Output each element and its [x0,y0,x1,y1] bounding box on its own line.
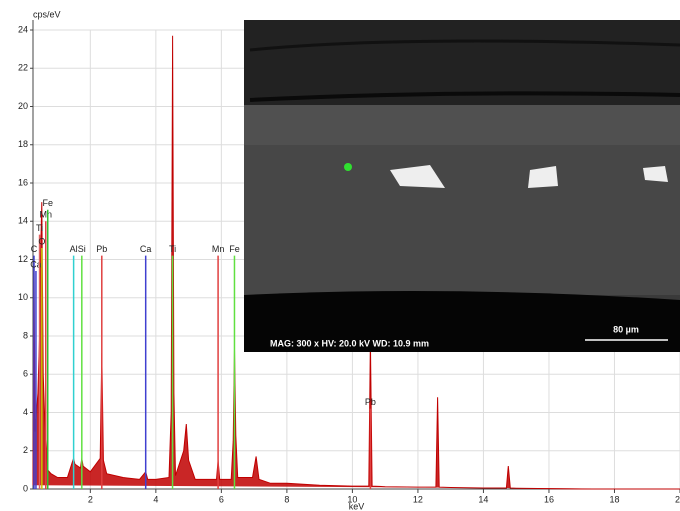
sem-image: MAG: 300 x HV: 20.0 kV WD: 10.9 mm 80 µm [244,20,680,352]
element-label: Ti [169,244,176,254]
bright-layer [244,105,680,145]
element-label: Ca [140,244,152,254]
caption: MAG: 300 x HV: 20.0 kV WD: 10.9 mm [270,338,429,348]
x-tick-label: 18 [609,494,619,504]
y-tick-label: 14 [18,216,28,226]
y-tick-label: 8 [23,330,28,340]
y-tick-label: 20 [18,101,28,111]
element-label: Fe [229,244,240,254]
scale-label: 80 µm [613,324,639,334]
y-tick-label: 6 [23,369,28,379]
element-label: Mn [212,244,225,254]
x-tick-label: 14 [478,494,488,504]
spectrum [32,35,680,490]
element-label: Fe [42,198,53,208]
image-bottom [244,291,680,352]
x-tick-label: 6 [219,494,224,504]
spot [344,163,352,171]
y-tick-label: 16 [18,177,28,187]
x-tick-label: 20 [675,494,680,504]
y-tick-label: 2 [23,445,28,455]
y-tick-label: 0 [23,483,28,493]
element-label: Ti [36,223,43,233]
y-tick-label: 10 [18,292,28,302]
element-label: Ca [30,259,42,269]
y-axis-label: cps/eV [33,9,61,19]
x-tick-label: 16 [544,494,554,504]
element-label: Mn [40,210,53,220]
element-label: Pb [96,244,107,254]
x-axis-label: keV [349,501,365,511]
grain [390,165,445,188]
element-label: O [38,236,45,246]
y-tick-label: 18 [18,139,28,149]
y-tick-label: 24 [18,24,28,34]
y-tick-label: 12 [18,254,28,264]
grain [643,166,668,182]
x-tick-label: 4 [153,494,158,504]
y-tick-label: 22 [18,63,28,73]
element-label: Al [70,244,78,254]
crack [249,39,680,52]
x-tick-label: 10 [347,494,357,504]
layer [244,145,680,295]
crack [249,91,680,102]
x-tick-label: 8 [284,494,289,504]
element-label: Pb [365,397,376,407]
y-tick-label: 4 [23,407,28,417]
x-tick-label: 12 [413,494,423,504]
element-label: Si [78,244,86,254]
grain [528,166,558,188]
image-top [244,20,680,105]
x-tick-label: 2 [88,494,93,504]
element-label: C [31,244,38,254]
